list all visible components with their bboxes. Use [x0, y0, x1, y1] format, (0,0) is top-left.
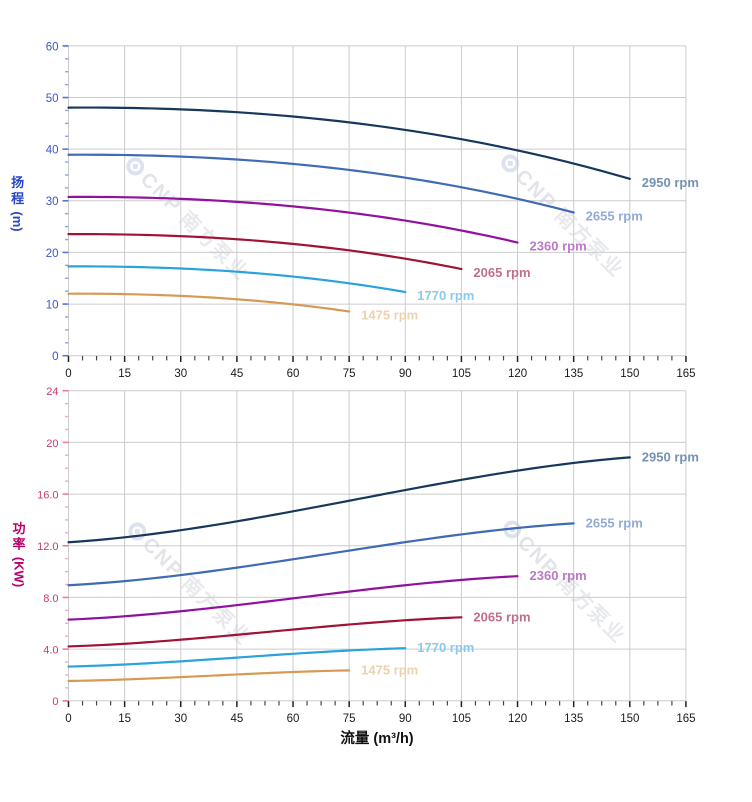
svg-text:10: 10 [46, 299, 59, 311]
svg-text:150: 150 [620, 713, 639, 725]
svg-text:165: 165 [676, 713, 695, 725]
svg-text:1475 rpm: 1475 rpm [361, 662, 418, 677]
svg-text:30: 30 [174, 713, 187, 725]
svg-text:105: 105 [452, 713, 471, 725]
svg-text:60: 60 [46, 41, 59, 53]
svg-text:60: 60 [287, 713, 300, 725]
svg-text:75: 75 [343, 713, 356, 725]
svg-text:15: 15 [118, 713, 131, 725]
svg-text:40: 40 [46, 145, 59, 157]
svg-text:(m): (m) [10, 211, 25, 231]
svg-text:12.0: 12.0 [37, 541, 58, 553]
svg-text:率: 率 [12, 537, 25, 552]
svg-text:16.0: 16.0 [37, 489, 58, 501]
svg-text:165: 165 [676, 368, 695, 380]
svg-text:功: 功 [12, 521, 25, 536]
svg-text:50: 50 [46, 93, 59, 105]
svg-text:45: 45 [230, 713, 243, 725]
svg-text:135: 135 [564, 713, 583, 725]
svg-text:(KW): (KW) [12, 557, 27, 587]
svg-text:135: 135 [564, 368, 583, 380]
svg-text:105: 105 [452, 368, 471, 380]
svg-text:150: 150 [620, 368, 639, 380]
svg-text:0: 0 [65, 713, 71, 725]
svg-text:1475 rpm: 1475 rpm [361, 308, 418, 323]
svg-text:1770 rpm: 1770 rpm [417, 640, 474, 655]
svg-text:流量 (m³/h): 流量 (m³/h) [340, 729, 413, 747]
svg-text:2655 rpm: 2655 rpm [586, 209, 643, 224]
svg-text:120: 120 [508, 368, 527, 380]
svg-text:8.0: 8.0 [43, 593, 58, 605]
svg-text:90: 90 [399, 368, 412, 380]
svg-text:120: 120 [508, 713, 527, 725]
svg-text:45: 45 [230, 368, 243, 380]
svg-text:0: 0 [52, 351, 58, 363]
svg-text:1770 rpm: 1770 rpm [417, 288, 474, 303]
svg-text:4.0: 4.0 [43, 645, 58, 657]
svg-text:2065 rpm: 2065 rpm [473, 265, 530, 280]
svg-text:0: 0 [52, 696, 58, 708]
svg-text:20: 20 [46, 438, 58, 450]
svg-text:15: 15 [118, 368, 131, 380]
svg-text:90: 90 [399, 713, 412, 725]
svg-text:60: 60 [287, 368, 300, 380]
svg-text:2360 rpm: 2360 rpm [530, 239, 587, 254]
svg-text:0: 0 [65, 368, 71, 380]
svg-text:30: 30 [174, 368, 187, 380]
svg-text:24: 24 [46, 386, 58, 398]
svg-text:2655 rpm: 2655 rpm [586, 515, 643, 530]
svg-text:2065 rpm: 2065 rpm [473, 609, 530, 624]
svg-text:2950 rpm: 2950 rpm [642, 175, 699, 190]
svg-text:20: 20 [46, 248, 59, 260]
svg-text:2360 rpm: 2360 rpm [530, 568, 587, 583]
svg-text:2950 rpm: 2950 rpm [642, 449, 699, 464]
svg-text:程: 程 [11, 191, 24, 206]
svg-text:30: 30 [46, 196, 59, 208]
svg-text:扬: 扬 [11, 175, 24, 190]
svg-text:75: 75 [343, 368, 356, 380]
